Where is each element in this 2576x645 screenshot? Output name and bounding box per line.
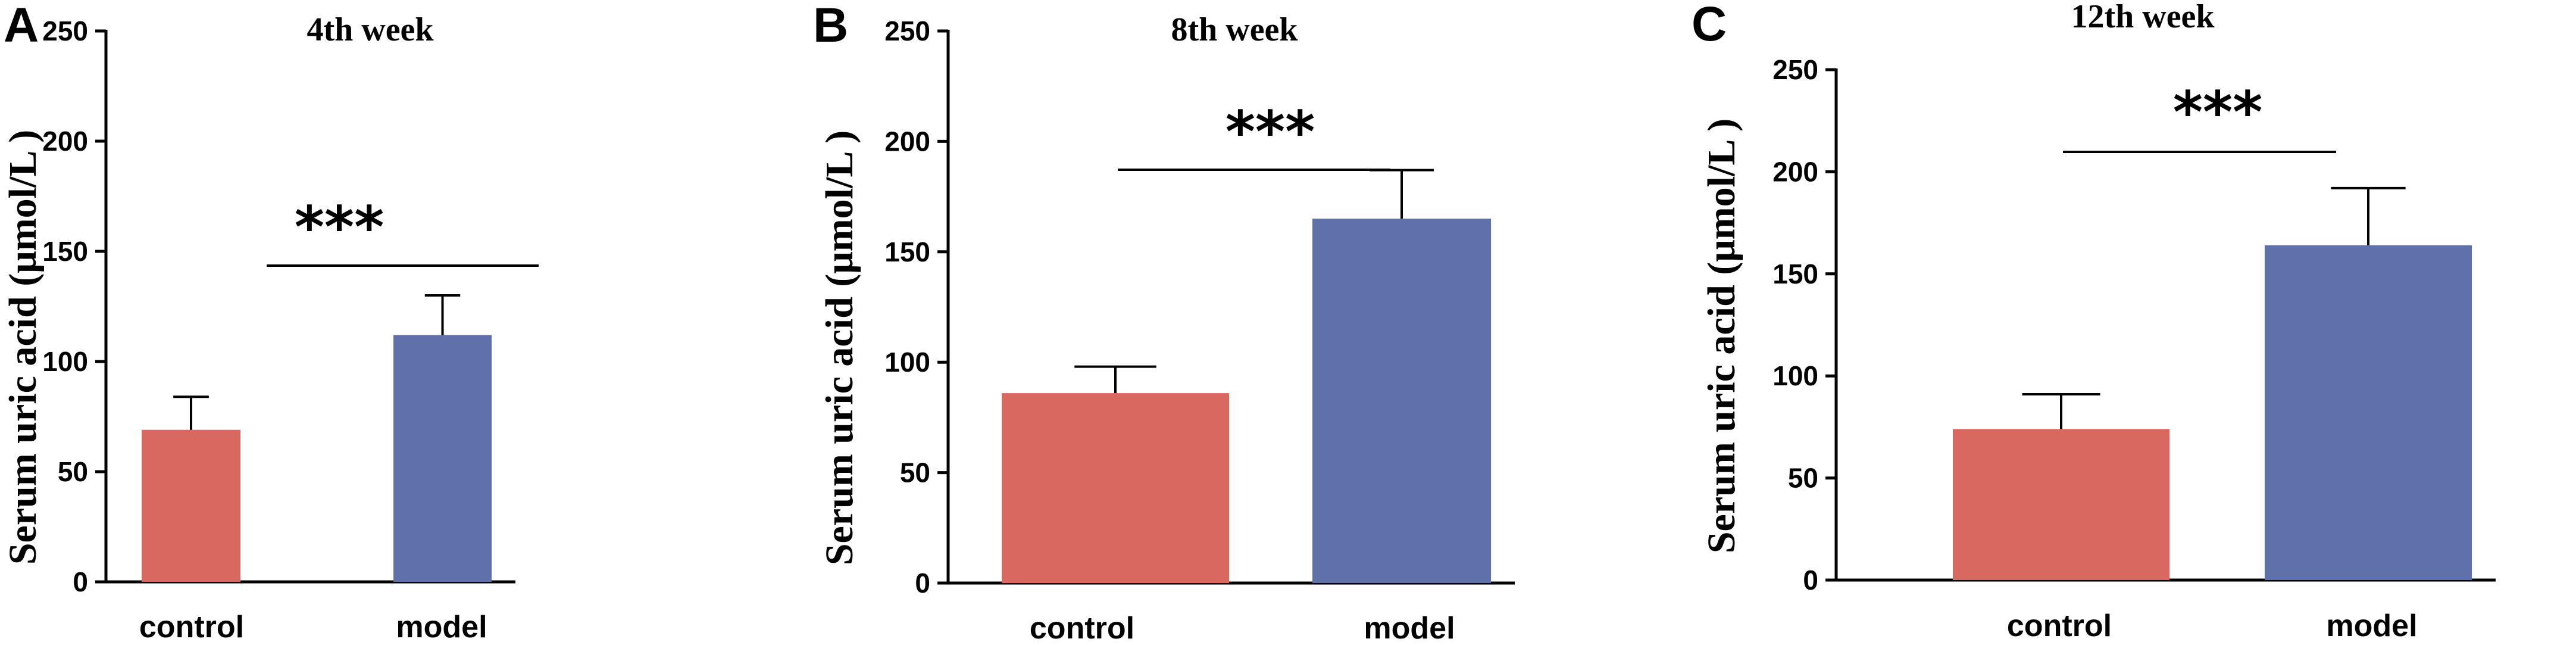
chart-title: 12th week: [2071, 0, 2215, 35]
y-tick-label: 0: [915, 568, 930, 599]
bar-control: [1953, 429, 2169, 580]
y-tick-label: 200: [1772, 156, 1818, 187]
y-tick-label: 50: [1788, 463, 1818, 494]
significance-marker: ***: [2173, 79, 2263, 146]
chart-title: 8th week: [1171, 11, 1298, 48]
panel-letter: A: [4, 0, 39, 52]
panel-letter: B: [813, 0, 848, 52]
y-tick-label: 100: [884, 347, 930, 378]
y-tick-label: 100: [1772, 360, 1818, 391]
y-tick-label: 150: [1772, 258, 1818, 289]
panel-b: B 8th week Serum uric acid (μmol/L ) 0 50…: [813, 0, 1515, 645]
bar-model: [1312, 219, 1491, 583]
y-tick-label: 50: [58, 456, 88, 487]
panel-c: C 12th week Serum uric acid (μmol/L ) 0 5…: [1692, 0, 2496, 643]
x-tick-label-model: model: [396, 610, 487, 644]
chart-title: 4th week: [307, 11, 434, 48]
y-tick-label: 250: [42, 15, 88, 46]
y-tick-label: 200: [884, 126, 930, 157]
chart-plot-area: 0 50 100 150 200 250: [1772, 54, 2496, 596]
y-tick-label: 150: [884, 236, 930, 267]
x-tick-label-model: model: [2326, 609, 2417, 643]
significance-marker: ***: [295, 194, 384, 261]
y-tick-label: 50: [900, 457, 930, 488]
y-tick-label: 200: [42, 126, 88, 157]
y-axis-label: Serum uric acid (μmol/L ): [1, 130, 45, 565]
bar-model: [393, 335, 492, 582]
significance-marker: ***: [1226, 99, 1315, 166]
bar-control: [1002, 393, 1229, 583]
x-tick-label-control: control: [139, 610, 244, 644]
y-tick-label: 150: [42, 236, 88, 267]
y-axis-label: Serum uric acid (μmol/L ): [1700, 119, 1743, 553]
chart-plot-area: 0 50 100 150 200 250: [42, 15, 539, 597]
y-tick-label: 100: [42, 346, 88, 377]
bar-control: [142, 429, 240, 582]
x-tick-label-model: model: [1364, 611, 1455, 645]
chart-plot-area: 0 50 100 150 200 250: [884, 15, 1515, 599]
bar-model: [2265, 245, 2472, 581]
panel-a: A 4th week Serum uric acid (μmol/L ) 0 50…: [1, 0, 539, 644]
y-tick-label: 0: [73, 566, 88, 597]
y-tick-label: 0: [1803, 565, 1818, 596]
y-axis-label: Serum uric acid (μmol/L ): [818, 130, 861, 565]
x-tick-label-control: control: [2007, 609, 2112, 643]
y-tick-label: 250: [1772, 54, 1818, 85]
panel-letter: C: [1692, 0, 1727, 51]
x-tick-label-control: control: [1030, 611, 1134, 645]
y-tick-label: 250: [884, 15, 930, 46]
